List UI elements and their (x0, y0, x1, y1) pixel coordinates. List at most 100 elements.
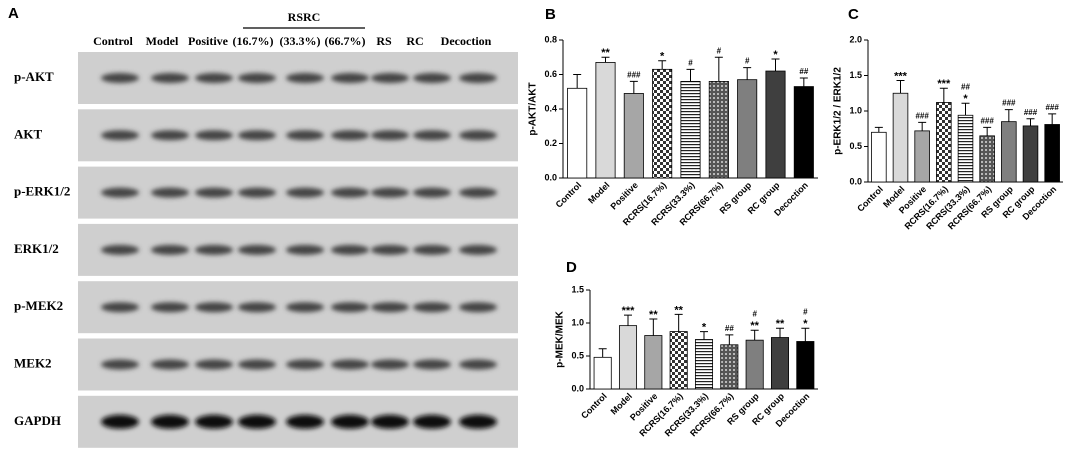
error-bar (918, 121, 927, 131)
blot-band (195, 187, 233, 198)
blot-band (286, 359, 324, 370)
row-label: p-MEK2 (14, 298, 63, 313)
blot-band (286, 73, 324, 83)
significance-mark: # (688, 58, 693, 67)
bar (936, 102, 952, 183)
blot-band (413, 73, 451, 83)
blot-band (101, 414, 139, 429)
blot-band (459, 302, 497, 313)
bar (1022, 125, 1039, 183)
bar (669, 331, 688, 390)
blot-band (195, 73, 233, 83)
y-tick-label: 0.0 (849, 176, 862, 186)
blot-band (459, 414, 497, 429)
error-bar (1004, 109, 1013, 122)
x-tick-label: Control (554, 180, 584, 210)
column-label: Decoction (441, 34, 492, 48)
significance-mark: # (745, 57, 750, 66)
bar (567, 87, 588, 179)
significance-mark: ### (1024, 108, 1038, 117)
x-tick-label: Model (586, 180, 611, 205)
error-bar (649, 318, 658, 336)
significance-mark: ### (1045, 103, 1059, 112)
blot-band (331, 130, 369, 141)
bar (892, 92, 909, 183)
column-label: (16.7%) (233, 34, 274, 48)
bar (871, 131, 887, 183)
y-tick-label: 0.0 (544, 172, 557, 182)
blot-band (286, 130, 324, 141)
error-bar (658, 60, 667, 70)
significance-mark: * (803, 318, 808, 330)
error-bar (750, 329, 759, 341)
blot-band (413, 130, 451, 141)
column-label: (66.7%) (325, 34, 366, 48)
error-bar (771, 58, 780, 72)
error-bar (1026, 118, 1035, 126)
column-label: (33.3%) (280, 34, 321, 48)
y-tick-label: 0.5 (849, 141, 862, 151)
bar (765, 70, 786, 179)
error-bar (799, 77, 808, 87)
blot-band (101, 130, 139, 141)
column-label: RC (406, 34, 423, 48)
y-tick-label: 2.0 (849, 34, 862, 44)
error-bar (896, 79, 905, 94)
significance-mark: ** (776, 318, 785, 330)
error-bar (961, 102, 970, 116)
blot-band (459, 130, 497, 141)
error-bar (601, 56, 610, 63)
error-bar (801, 327, 810, 342)
error-bar (983, 126, 992, 136)
y-tick-label: 0.2 (544, 138, 557, 148)
significance-mark: * (702, 321, 707, 333)
significance-mark: * (963, 93, 968, 105)
blot-band (151, 73, 189, 83)
blot-band (238, 244, 276, 255)
blot-band (371, 244, 409, 255)
blot-band (286, 302, 324, 313)
error-bar (776, 327, 784, 338)
significance-mark: ** (601, 47, 610, 59)
y-tick-label: 1.5 (849, 70, 862, 80)
bar (652, 68, 673, 179)
significance-mark: ** (750, 320, 759, 332)
blot-band (101, 187, 139, 198)
error-bar (629, 80, 638, 94)
blot-band (238, 302, 276, 313)
blot-band (238, 187, 276, 198)
bar (708, 81, 729, 179)
blot-band (371, 73, 409, 83)
error-bar (686, 68, 695, 82)
bar (979, 135, 995, 183)
column-label: RS (376, 34, 392, 48)
y-tick-label: 0.5 (571, 350, 584, 360)
bar (623, 93, 644, 179)
bar (680, 81, 701, 179)
bar (595, 62, 616, 179)
blot-band (371, 359, 409, 370)
row-label: AKT (14, 126, 43, 141)
blot-band (238, 359, 276, 370)
row-label: p-ERK1/2 (14, 184, 70, 199)
significance-mark: # (803, 307, 808, 316)
column-label: Control (93, 34, 133, 48)
column-label: Model (146, 34, 179, 48)
bar (593, 356, 612, 390)
blot-band (195, 130, 233, 141)
panel-label: D (566, 259, 577, 276)
bar (793, 86, 814, 179)
blot-band (195, 359, 233, 370)
y-axis-label: p-MEK/MEK (555, 310, 566, 367)
error-bar (624, 314, 632, 326)
significance-mark: ## (961, 82, 970, 91)
bar (957, 114, 974, 183)
error-bar (874, 126, 883, 133)
row-label: ERK1/2 (14, 241, 59, 256)
blot-band (413, 359, 451, 370)
panel-label: A (8, 5, 19, 22)
significance-mark: # (717, 46, 722, 55)
bar (770, 337, 790, 390)
blot-band (459, 73, 497, 83)
